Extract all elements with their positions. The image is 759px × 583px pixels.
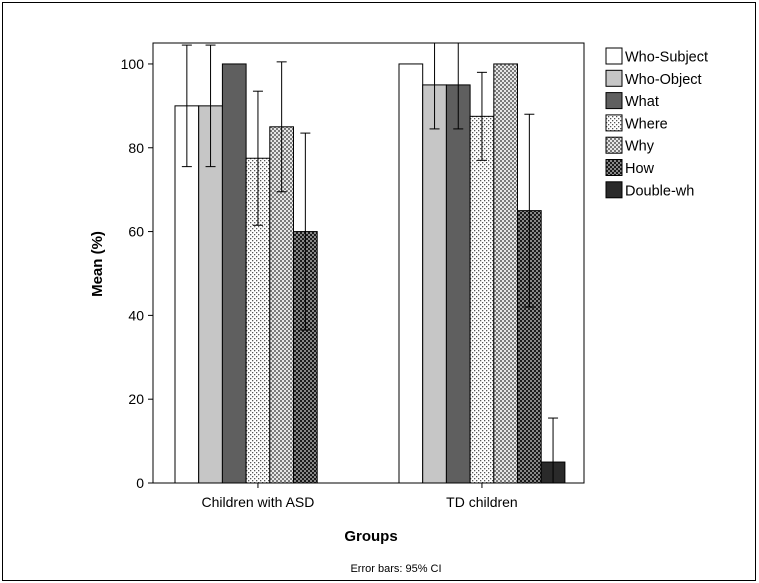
x-axis: Children with ASD TD children (202, 483, 518, 510)
legend-label: Double-wh (625, 183, 694, 199)
legend-label: Where (625, 116, 668, 132)
bar-who-subject-td (398, 63, 424, 484)
y-tick-label: 40 (128, 307, 144, 323)
legend-label: Who-Subject (625, 50, 708, 66)
error-bar (181, 44, 192, 168)
footnote: Error bars: 95% CI (350, 563, 441, 575)
y-tick-label: 20 (128, 391, 144, 407)
y-tick-label: 60 (128, 224, 144, 240)
legend-label: Who-Object (625, 72, 702, 88)
legend-item: Where (605, 114, 668, 132)
legend-item: How (605, 159, 655, 177)
legend-item: Why (605, 136, 655, 155)
legend-swatch (605, 92, 623, 110)
legend: Who-Subject Who-Object What Where Why How Doub… (605, 47, 708, 199)
legend-item: Who-Object (605, 69, 702, 88)
legend-swatch (605, 114, 623, 132)
legend-swatch (605, 181, 623, 199)
bars-layer (174, 63, 566, 484)
error-bar (548, 417, 559, 483)
legend-label: How (625, 161, 655, 177)
x-tick-label: TD children (446, 494, 518, 510)
legend-swatch (605, 136, 623, 154)
error-bar (524, 113, 535, 308)
bar-what-td (445, 84, 471, 484)
error-bar (252, 90, 263, 226)
legend-item: What (605, 92, 659, 110)
y-tick-label: 100 (121, 56, 145, 72)
error-bar (300, 132, 311, 331)
legend-label: What (625, 94, 659, 110)
y-tick-label: 80 (128, 140, 144, 156)
bar-who-object-td (422, 84, 447, 484)
legend-swatch (605, 69, 623, 87)
x-axis-label: Groups (344, 528, 397, 545)
legend-item: Who-Subject (605, 47, 708, 66)
error-bar (429, 43, 440, 130)
x-tick-label: Children with ASD (202, 494, 315, 510)
bar-why-td (493, 63, 518, 484)
y-tick-label: 0 (136, 475, 144, 491)
y-axis: 0 20 40 60 80 100 (121, 56, 153, 491)
error-bar (276, 61, 287, 193)
bar-where-td (469, 115, 495, 484)
y-axis-label: Mean (%) (89, 231, 106, 297)
legend-label: Why (625, 139, 655, 155)
error-bar (205, 44, 216, 168)
error-bar (476, 71, 487, 161)
bar-what-asd (221, 63, 247, 484)
legend-swatch (605, 47, 623, 65)
legend-item: Double-wh (605, 181, 694, 199)
error-bars-layer (181, 43, 559, 483)
legend-swatch (605, 159, 623, 176)
error-bar (453, 43, 464, 130)
plot-area (152, 42, 585, 484)
